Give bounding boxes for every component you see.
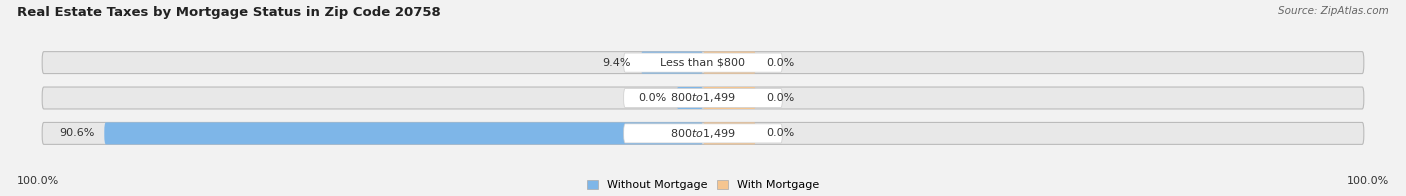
FancyBboxPatch shape bbox=[624, 88, 782, 108]
Text: $800 to $1,499: $800 to $1,499 bbox=[671, 92, 735, 104]
Text: 0.0%: 0.0% bbox=[766, 93, 794, 103]
FancyBboxPatch shape bbox=[624, 53, 782, 72]
Text: $800 to $1,499: $800 to $1,499 bbox=[671, 127, 735, 140]
FancyBboxPatch shape bbox=[641, 52, 703, 74]
FancyBboxPatch shape bbox=[703, 52, 756, 74]
FancyBboxPatch shape bbox=[42, 122, 1364, 144]
Text: 0.0%: 0.0% bbox=[638, 93, 666, 103]
Legend: Without Mortgage, With Mortgage: Without Mortgage, With Mortgage bbox=[588, 180, 818, 191]
Text: 9.4%: 9.4% bbox=[602, 58, 631, 68]
Text: Less than $800: Less than $800 bbox=[661, 58, 745, 68]
FancyBboxPatch shape bbox=[104, 122, 703, 144]
FancyBboxPatch shape bbox=[42, 52, 1364, 74]
FancyBboxPatch shape bbox=[624, 124, 782, 143]
FancyBboxPatch shape bbox=[42, 87, 1364, 109]
Text: 0.0%: 0.0% bbox=[766, 58, 794, 68]
Text: Source: ZipAtlas.com: Source: ZipAtlas.com bbox=[1278, 6, 1389, 16]
Text: 100.0%: 100.0% bbox=[17, 176, 59, 186]
FancyBboxPatch shape bbox=[703, 122, 756, 144]
Text: 90.6%: 90.6% bbox=[59, 128, 94, 138]
FancyBboxPatch shape bbox=[703, 87, 756, 109]
Text: 0.0%: 0.0% bbox=[766, 128, 794, 138]
Text: Real Estate Taxes by Mortgage Status in Zip Code 20758: Real Estate Taxes by Mortgage Status in … bbox=[17, 6, 440, 19]
Text: 100.0%: 100.0% bbox=[1347, 176, 1389, 186]
FancyBboxPatch shape bbox=[676, 87, 703, 109]
